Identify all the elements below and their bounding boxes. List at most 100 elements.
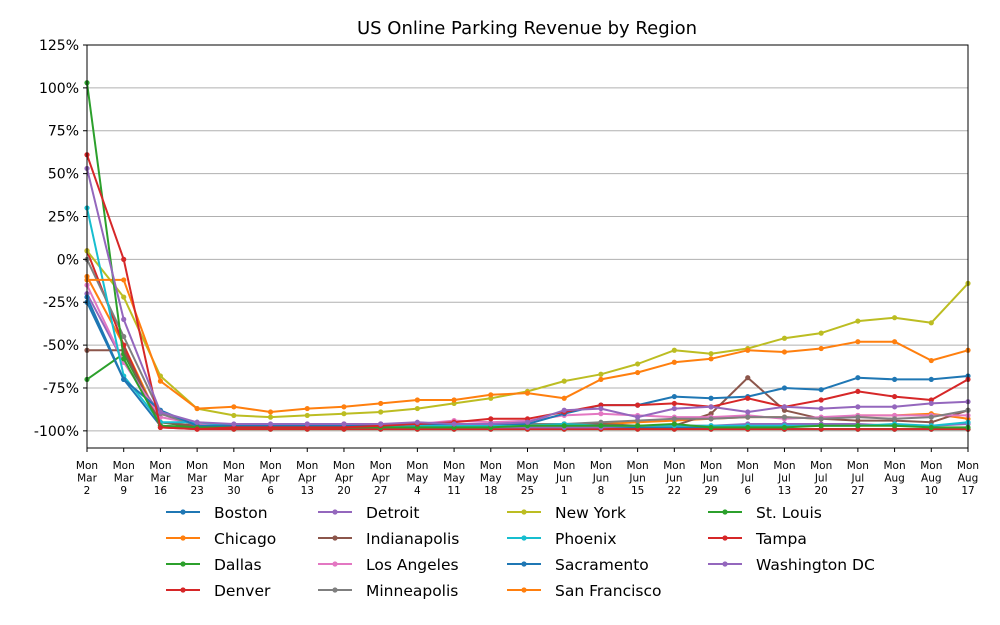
data-point: [928, 400, 934, 407]
data-point: [635, 402, 641, 408]
data-point: [818, 387, 824, 393]
x-tick-label: Mon Mar 30: [223, 460, 245, 497]
legend-label: Chicago: [214, 530, 276, 548]
data-point: [818, 423, 824, 429]
x-tick-label: Mon Jun 1: [553, 460, 575, 497]
legend-item: Denver: [166, 582, 271, 600]
legend-item: Minneapolis: [318, 582, 458, 600]
legend-marker: [722, 561, 728, 567]
data-point: [451, 397, 457, 403]
data-point: [635, 369, 641, 376]
x-tick-label: Mon May 18: [480, 460, 502, 497]
x-tick-label: Mon Jun 8: [590, 460, 612, 497]
legend-label: Detroit: [366, 504, 419, 522]
series-line: [86, 296, 969, 427]
x-tick-label: Mon Apr 27: [370, 460, 392, 497]
data-point: [671, 393, 677, 400]
data-point: [928, 424, 934, 431]
data-point: [598, 423, 604, 429]
data-point: [708, 395, 714, 401]
series-line: [86, 258, 969, 429]
data-point: [671, 359, 677, 365]
data-point: [598, 405, 604, 412]
data-point: [818, 330, 824, 336]
x-tick-label: Mon May 4: [406, 460, 428, 497]
data-point: [891, 339, 898, 345]
series-lines: [84, 80, 971, 432]
data-point: [671, 421, 677, 427]
data-point: [414, 397, 420, 403]
data-point: [708, 416, 714, 422]
legend-item: Los Angeles: [318, 556, 459, 574]
data-point: [231, 412, 237, 419]
data-point: [855, 414, 861, 420]
data-point: [231, 421, 237, 427]
data-point: [267, 409, 274, 415]
data-point: [561, 423, 567, 429]
legend-marker: [521, 509, 527, 515]
data-point: [635, 414, 641, 420]
data-point: [378, 421, 384, 427]
data-point: [231, 404, 237, 410]
data-point: [304, 421, 310, 427]
legend-label: Phoenix: [555, 530, 617, 548]
legend-item: Washington DC: [708, 556, 875, 574]
x-tick-label: Mon May 25: [516, 460, 538, 497]
data-point: [121, 376, 127, 383]
x-tick-label: Mon Jul 27: [847, 460, 869, 497]
y-tick-label: -25%: [43, 295, 79, 311]
data-point: [745, 395, 751, 401]
data-point: [598, 411, 604, 417]
legend-label: Los Angeles: [366, 556, 459, 574]
data-point: [745, 409, 751, 415]
data-point: [121, 316, 127, 322]
series-line: [86, 250, 968, 431]
legend-item: Indianapolis: [318, 530, 459, 548]
data-point: [891, 416, 898, 422]
y-axis: 125% 100% 75% 50% 25% 0% -25% -50% -75% -100%: [34, 38, 87, 440]
legend-label: Minneapolis: [366, 582, 458, 600]
x-tick-label: Mon Mar 23: [186, 460, 208, 497]
series-line: [86, 284, 968, 427]
legend-label: New York: [555, 504, 626, 522]
legend-label: Washington DC: [756, 556, 875, 574]
legend-marker: [180, 587, 186, 593]
data-point: [121, 256, 127, 262]
data-point: [818, 405, 824, 412]
chart-title: US Online Parking Revenue by Region: [357, 18, 697, 39]
x-tick-label: Mon Aug 17: [957, 460, 979, 497]
y-tick-label: 75%: [48, 124, 79, 140]
legend-item: Sacramento: [507, 556, 649, 574]
data-point: [561, 378, 567, 384]
legend-label: Sacramento: [555, 556, 649, 574]
data-point: [708, 351, 714, 357]
data-point: [891, 404, 898, 410]
series-denver: [84, 248, 971, 432]
data-point: [267, 421, 274, 427]
data-point: [671, 347, 677, 353]
data-point: [341, 421, 347, 427]
series-detroit: [84, 291, 971, 431]
data-point: [194, 405, 200, 412]
series-minneapolis: [84, 256, 971, 431]
y-tick-label: 0%: [57, 252, 79, 268]
series-los-angeles: [84, 282, 971, 429]
data-point: [781, 424, 788, 431]
data-point: [781, 414, 788, 420]
data-point: [818, 416, 824, 422]
x-tick-label: Mon Jul 6: [737, 460, 759, 497]
legend-marker: [722, 509, 728, 515]
y-tick-label: 50%: [48, 167, 79, 183]
data-point: [708, 356, 714, 362]
data-point: [855, 423, 861, 429]
legend: Boston Chicago Dallas Denver Detroit Indianap…: [166, 504, 875, 600]
x-tick-label: Mon Aug 10: [920, 460, 942, 497]
legend-label: St. Louis: [756, 504, 822, 522]
data-point: [928, 414, 934, 420]
series-line: [86, 301, 968, 431]
legend-label: Tampa: [755, 530, 807, 548]
data-point: [451, 421, 457, 427]
data-point: [781, 385, 788, 391]
data-point: [671, 416, 677, 422]
